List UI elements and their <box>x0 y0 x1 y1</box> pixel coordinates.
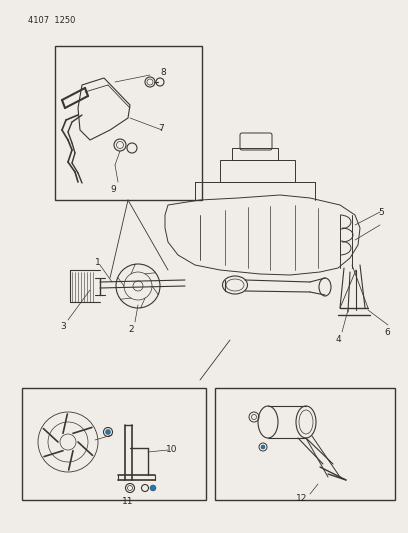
Text: 4: 4 <box>336 335 341 344</box>
Text: 4107  1250: 4107 1250 <box>28 16 75 25</box>
Text: 12: 12 <box>296 494 307 503</box>
Text: 1: 1 <box>95 258 101 267</box>
Text: 11: 11 <box>122 497 134 506</box>
Text: 9: 9 <box>110 185 116 194</box>
Circle shape <box>150 485 156 491</box>
Text: 8: 8 <box>160 68 166 77</box>
Text: 10: 10 <box>166 445 177 454</box>
Text: 2: 2 <box>128 325 134 334</box>
Circle shape <box>106 430 111 434</box>
Text: 7: 7 <box>158 124 164 133</box>
Circle shape <box>261 445 265 449</box>
Text: 5: 5 <box>378 208 384 217</box>
Text: 3: 3 <box>60 322 66 331</box>
Text: 6: 6 <box>384 328 390 337</box>
